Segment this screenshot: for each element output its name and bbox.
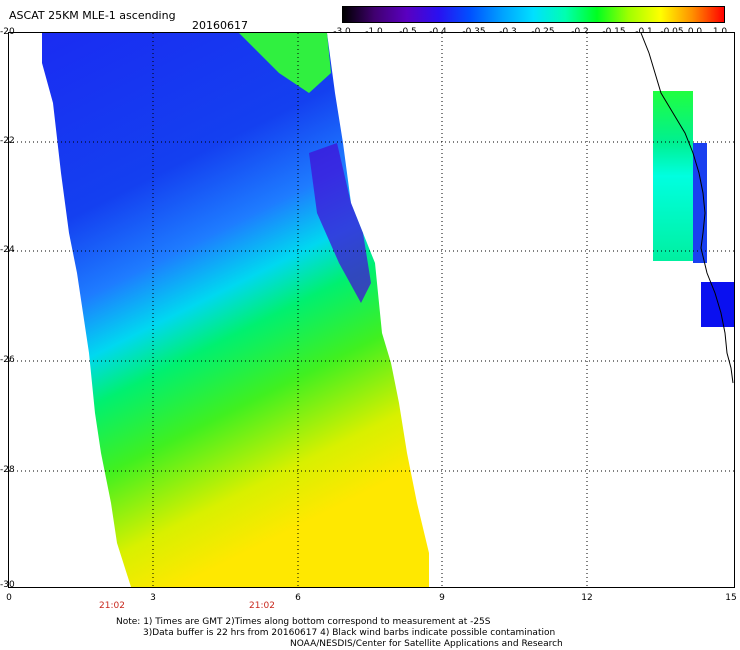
time-label: 21:02 [249,601,275,611]
y-axis-label: -20 [0,27,15,37]
map-panel[interactable] [8,32,735,588]
y-axis-label: -24 [0,245,15,255]
y-axis-label: -22 [0,136,15,146]
coastline [640,33,734,384]
swath-dark-band [309,143,371,303]
note-line-1: Note: 1) Times are GMT 2)Times along bot… [116,617,491,627]
x-axis-label: 6 [295,593,301,603]
grid [9,33,734,587]
patch-coastal [653,91,693,261]
y-axis-label: -26 [0,355,15,365]
x-axis-label: 3 [150,593,156,603]
x-axis-label: 15 [725,593,737,603]
colorbar-fill [343,7,724,22]
y-axis-label: -28 [0,465,15,475]
swath-top-green [239,33,331,93]
patch-blue-block [701,282,734,327]
map-canvas [9,33,734,587]
colorbar [342,6,725,23]
x-axis-label: 0 [6,593,12,603]
swath-main [42,33,429,587]
y-axis-label: -30 [0,580,15,590]
x-axis-label: 12 [581,593,593,603]
time-label: 21:02 [99,601,125,611]
product-date: 20160617 [192,19,248,32]
note-line-2: 3)Data buffer is 22 hrs from 20160617 4)… [143,628,556,638]
product-title: ASCAT 25KM MLE-1 ascending [9,9,176,22]
x-axis-label: 9 [439,593,445,603]
note-line-3: NOAA/NESDIS/Center for Satellite Applica… [290,639,563,649]
